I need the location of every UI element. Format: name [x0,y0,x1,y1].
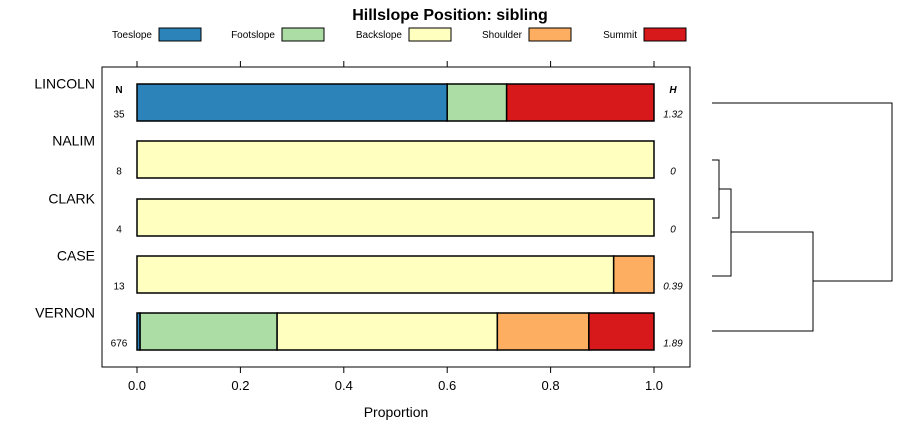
n-column-header: N [115,85,122,96]
row-nalim: NALIM 8 0 [52,133,676,179]
x-tick-label: 0.0 [128,378,146,393]
legend: Toeslope Footslope Backslope Shoulder Summit [112,27,687,42]
x-tick-label: 0.8 [542,378,560,393]
dendrogram-branch-vernon [712,231,814,332]
legend-swatch-backslope [408,27,452,42]
bar-segment-lincoln-summit [505,83,655,122]
row-case: CASE 13 0.39 [57,248,683,294]
h-column-header: H [669,85,677,96]
bar-segment-vernon-shoulder [496,312,590,351]
n-value-lincoln: 35 [113,110,125,121]
bar-rows: LINCOLN 35 1.32 NALIM 8 0 CLARK 4 0 CASE 13 0.39 VER… [34,76,683,351]
n-value-clark: 4 [116,225,122,236]
dendrogram-branch-case [712,188,732,277]
x-axis-title: Proportion [364,404,429,420]
h-value-clark: 0 [670,225,676,236]
legend-label-toeslope: Toeslope [112,30,152,41]
x-tick-label: 1.0 [645,378,663,393]
row-label-nalim: NALIM [52,133,95,149]
h-value-lincoln: 1.32 [663,110,683,121]
h-value-case: 0.39 [663,282,683,293]
row-lincoln: LINCOLN 35 1.32 [34,76,683,122]
bar-segment-vernon-footslope [139,312,278,351]
legend-swatch-footslope [281,27,325,42]
legend-label-summit: Summit [603,30,637,41]
bar-segment-vernon-backslope [276,312,499,351]
row-vernon: VERNON 676 1.89 [35,305,683,351]
bar-segment-lincoln-toeslope [136,83,448,122]
legend-swatch-summit [643,27,687,42]
n-value-nalim: 8 [116,167,122,178]
bar-segment-vernon-summit [588,312,655,351]
dendrogram-branch-lincoln [712,102,893,282]
legend-label-backslope: Backslope [356,30,403,41]
bar-segment-nalim-backslope [136,140,655,179]
row-label-case: CASE [57,248,95,264]
plot-frame [101,66,691,368]
legend-swatch-shoulder [528,27,572,42]
h-value-vernon: 1.89 [663,339,683,350]
x-tick-label: 0.6 [438,378,456,393]
h-value-nalim: 0 [670,167,676,178]
x-tick-label: 0.4 [335,378,353,393]
legend-label-shoulder: Shoulder [482,30,523,41]
bar-segment-lincoln-footslope [446,83,508,122]
row-label-clark: CLARK [48,191,95,207]
x-tick-label: 0.2 [231,378,249,393]
row-clark: CLARK 4 0 [48,191,676,237]
x-axis: 0.0 0.2 0.4 0.6 0.8 1.0 [128,61,663,393]
row-label-vernon: VERNON [35,305,95,321]
n-value-vernon: 676 [111,339,128,350]
legend-swatch-toeslope [158,27,202,42]
n-value-case: 13 [113,282,125,293]
legend-label-footslope: Footslope [231,30,275,41]
dendrogram [712,102,893,332]
bar-segment-case-backslope [136,255,615,294]
chart-title: Hillslope Position: sibling [352,7,548,24]
bar-segment-case-shoulder [612,255,655,294]
row-label-lincoln: LINCOLN [34,76,95,92]
dendrogram-branch-nalim-clark [712,159,720,219]
bar-segment-clark-backslope [136,198,655,237]
